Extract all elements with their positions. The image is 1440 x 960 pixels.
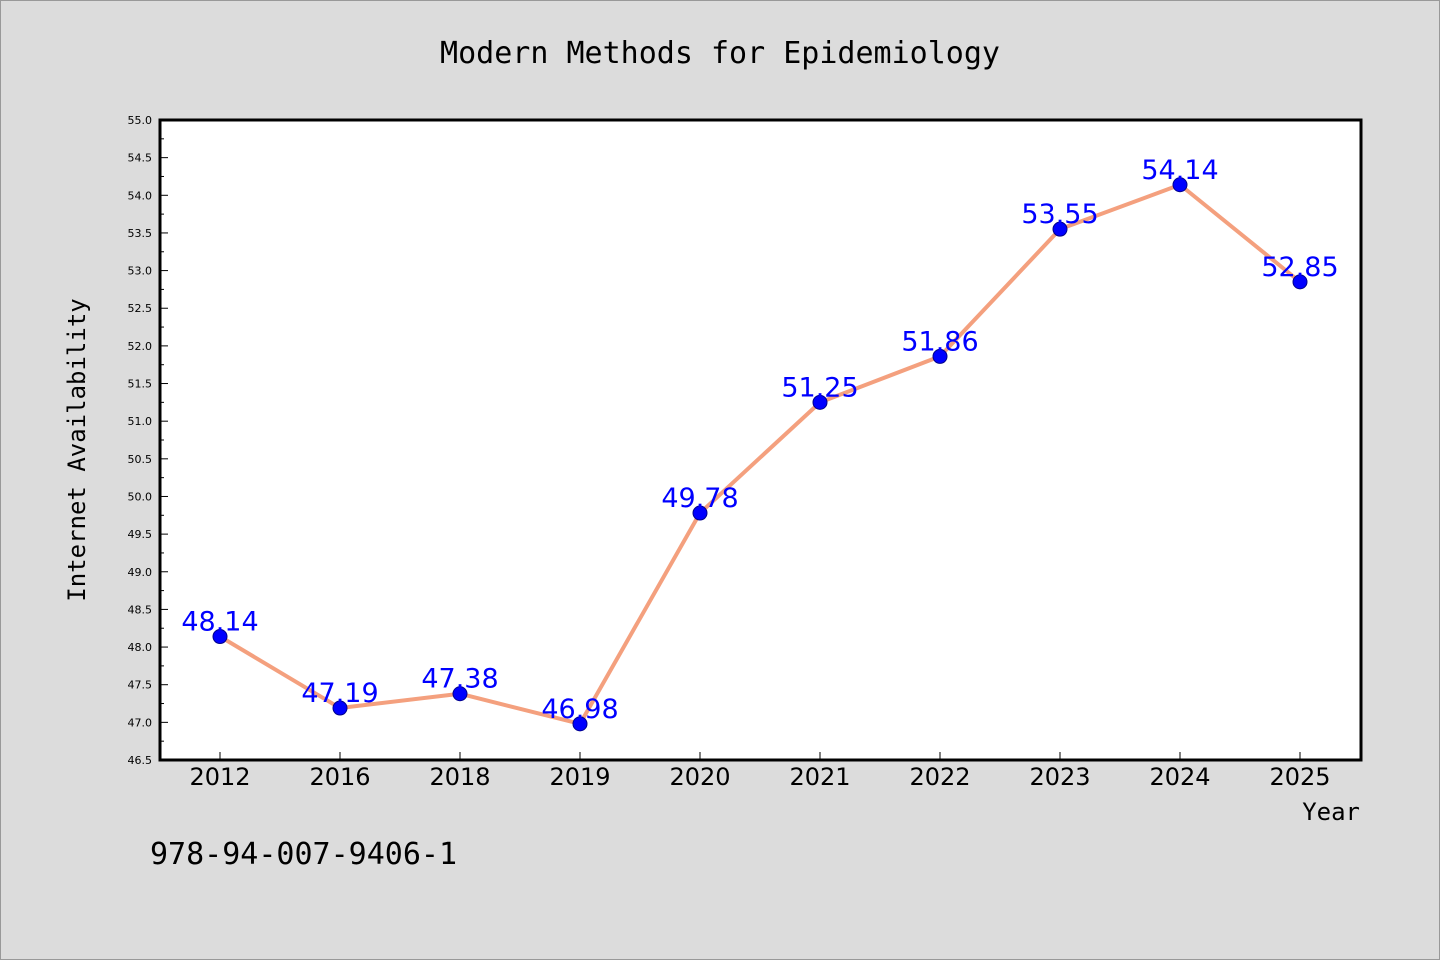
y-tick-label: 54.5	[128, 152, 153, 165]
x-tick-label: 2016	[309, 763, 370, 791]
data-point	[1292, 274, 1308, 290]
y-tick-label: 51.5	[128, 378, 153, 391]
x-axis-label: Year	[1302, 798, 1360, 826]
isbn-label: 978-94-007-9406-1	[150, 837, 457, 872]
y-tick-label: 50.5	[128, 453, 153, 466]
series-group: 48.14 47.19 47.38 46.98 49.78 51.25 51.86 53.55…	[181, 155, 1339, 732]
series-line	[218, 182, 1302, 726]
data-point	[692, 505, 708, 521]
y-axis: 46.5 47.0 47.5 48.0 48.5 49.0 49.5 50.0 50.5 51.0…	[128, 114, 168, 767]
data-label: 47.38	[421, 664, 498, 695]
y-tick-label: 47.5	[128, 679, 153, 692]
chart-title: Modern Methods for Epidemiology	[440, 36, 1000, 71]
data-point	[452, 686, 468, 702]
x-axis: 2012 2016 2018 2019 2020 2021 2022 2023 2024 2025	[189, 752, 1331, 791]
y-tick-label: 53.0	[128, 265, 153, 278]
data-point	[812, 394, 828, 410]
data-point	[332, 700, 348, 716]
y-tick-label: 46.5	[128, 754, 153, 767]
data-label: 53.55	[1021, 199, 1098, 230]
y-tick-label: 48.5	[128, 603, 153, 616]
x-tick-label: 2020	[669, 763, 730, 791]
y-tick-label: 51.0	[128, 415, 153, 428]
data-label: 46.98	[541, 694, 618, 725]
x-tick-label: 2012	[189, 763, 250, 791]
x-tick-label: 2019	[549, 763, 610, 791]
y-tick-label: 55.0	[128, 114, 153, 127]
y-tick-label: 49.5	[128, 528, 153, 541]
x-tick-label: 2021	[789, 763, 850, 791]
data-point	[1052, 221, 1068, 237]
data-label: 54.14	[1141, 155, 1218, 186]
y-tick-label: 52.0	[128, 340, 153, 353]
y-tick-label: 47.0	[128, 716, 153, 729]
data-label: 51.25	[781, 372, 858, 403]
y-tick-label: 50.0	[128, 490, 153, 503]
y-tick-label: 53.5	[128, 227, 153, 240]
data-label: 51.86	[901, 326, 978, 357]
x-tick-label: 2025	[1269, 763, 1330, 791]
plot-area	[158, 118, 1363, 762]
y-axis-label: Internet Availability	[63, 298, 91, 601]
y-tick-label: 49.0	[128, 566, 153, 579]
x-tick-label: 2023	[1029, 763, 1090, 791]
x-tick-label: 2018	[429, 763, 490, 791]
y-tick-label: 48.0	[128, 641, 153, 654]
data-label: 49.78	[661, 483, 738, 514]
y-tick-label: 54.0	[128, 189, 153, 202]
data-label: 48.14	[181, 607, 258, 638]
data-point	[572, 716, 588, 732]
data-point	[212, 629, 228, 645]
y-tick-label: 52.5	[128, 302, 153, 315]
data-label: 52.85	[1261, 252, 1338, 283]
data-label: 47.19	[301, 678, 378, 709]
x-tick-label: 2022	[909, 763, 970, 791]
x-tick-label: 2024	[1149, 763, 1210, 791]
data-point	[1172, 177, 1188, 193]
data-point	[932, 348, 948, 364]
